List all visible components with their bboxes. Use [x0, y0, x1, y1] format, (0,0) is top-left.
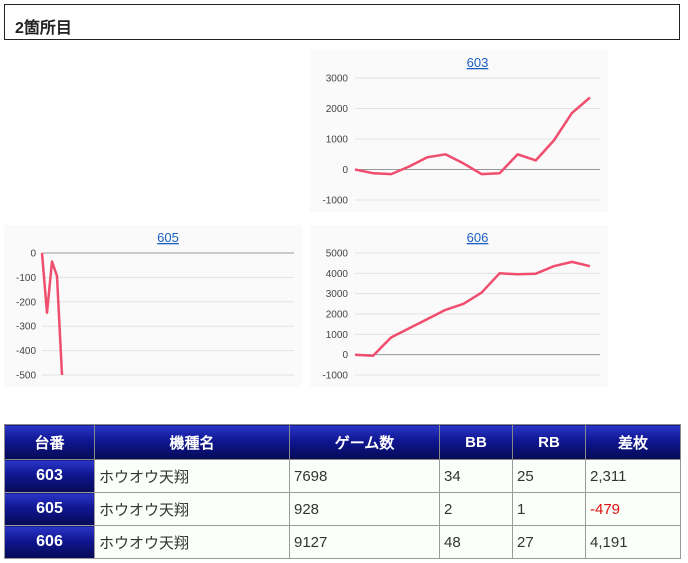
chart-605-svg: 605 0 -100 -200 -300 -400 -500: [16, 230, 294, 382]
header-machine-name: 機種名: [94, 424, 290, 460]
y-tick-label: -500: [16, 371, 36, 382]
y-tick-label: 5000: [326, 249, 349, 260]
header-machine-no: 台番: [4, 424, 95, 460]
chart-title-link[interactable]: 605: [157, 230, 179, 245]
series-line: [40, 252, 64, 376]
row-rb: 25: [512, 459, 586, 493]
row-game-count: 9127: [289, 525, 440, 559]
y-tick-label: -300: [16, 322, 36, 333]
y-tick-label: 0: [30, 249, 36, 260]
row-machine-no: 605: [4, 492, 95, 526]
chart-title-link[interactable]: 603: [467, 55, 489, 70]
section-title: 2箇所目: [4, 4, 680, 40]
chart-603: 603 3000 2000 1000 0 -1000: [310, 50, 608, 212]
series-line: [354, 260, 591, 357]
row-diff: 2,311: [585, 459, 681, 493]
y-tick-label: -1000: [322, 371, 348, 382]
y-tick-label: 1000: [326, 330, 349, 341]
y-tick-label: 2000: [326, 104, 349, 115]
table-row: 606 ホウオウ天翔 9127 48 27 4,191: [4, 525, 681, 559]
chart-606-svg: 606 5000 4000 3000 2000 1000 0 -1000: [322, 230, 600, 382]
y-tick-label: 0: [342, 350, 348, 361]
series-line: [354, 96, 591, 176]
row-bb: 2: [439, 492, 513, 526]
row-bb: 48: [439, 525, 513, 559]
row-diff: 4,191: [585, 525, 681, 559]
y-tick-label: 1000: [326, 135, 349, 146]
y-tick-label: 3000: [326, 74, 349, 85]
row-rb: 1: [512, 492, 586, 526]
chart-title-link[interactable]: 606: [467, 230, 489, 245]
y-tick-label: 3000: [326, 289, 349, 300]
y-tick-label: 4000: [326, 269, 349, 280]
y-tick-label: -200: [16, 297, 36, 308]
header-diff: 差枚: [585, 424, 681, 460]
row-bb: 34: [439, 459, 513, 493]
row-game-count: 7698: [289, 459, 440, 493]
row-game-count: 928: [289, 492, 440, 526]
row-machine-no: 603: [4, 459, 95, 493]
y-tick-label: 2000: [326, 310, 349, 321]
y-tick-label: 0: [342, 165, 348, 176]
header-rb: RB: [512, 424, 586, 460]
results-table: 台番 機種名 ゲーム数 BB RB 差枚 603 ホウオウ天翔 7698 34 …: [4, 424, 681, 559]
row-machine-name: ホウオウ天翔: [94, 525, 290, 559]
y-tick-label: -1000: [322, 196, 348, 207]
row-diff: -479: [585, 492, 681, 526]
row-machine-no: 606: [4, 525, 95, 559]
table-row: 603 ホウオウ天翔 7698 34 25 2,311: [4, 459, 681, 493]
y-tick-label: -400: [16, 346, 36, 357]
chart-605: 605 0 -100 -200 -300 -400 -500: [4, 225, 302, 387]
y-tick-label: -100: [16, 273, 36, 284]
row-rb: 27: [512, 525, 586, 559]
chart-603-svg: 603 3000 2000 1000 0 -1000: [322, 55, 600, 207]
header-bb: BB: [439, 424, 513, 460]
table-header-row: 台番 機種名 ゲーム数 BB RB 差枚: [4, 424, 681, 460]
header-game-count: ゲーム数: [289, 424, 440, 460]
row-machine-name: ホウオウ天翔: [94, 459, 290, 493]
chart-606: 606 5000 4000 3000 2000 1000 0 -1000: [310, 225, 608, 387]
row-machine-name: ホウオウ天翔: [94, 492, 290, 526]
table-row: 605 ホウオウ天翔 928 2 1 -479: [4, 492, 681, 526]
